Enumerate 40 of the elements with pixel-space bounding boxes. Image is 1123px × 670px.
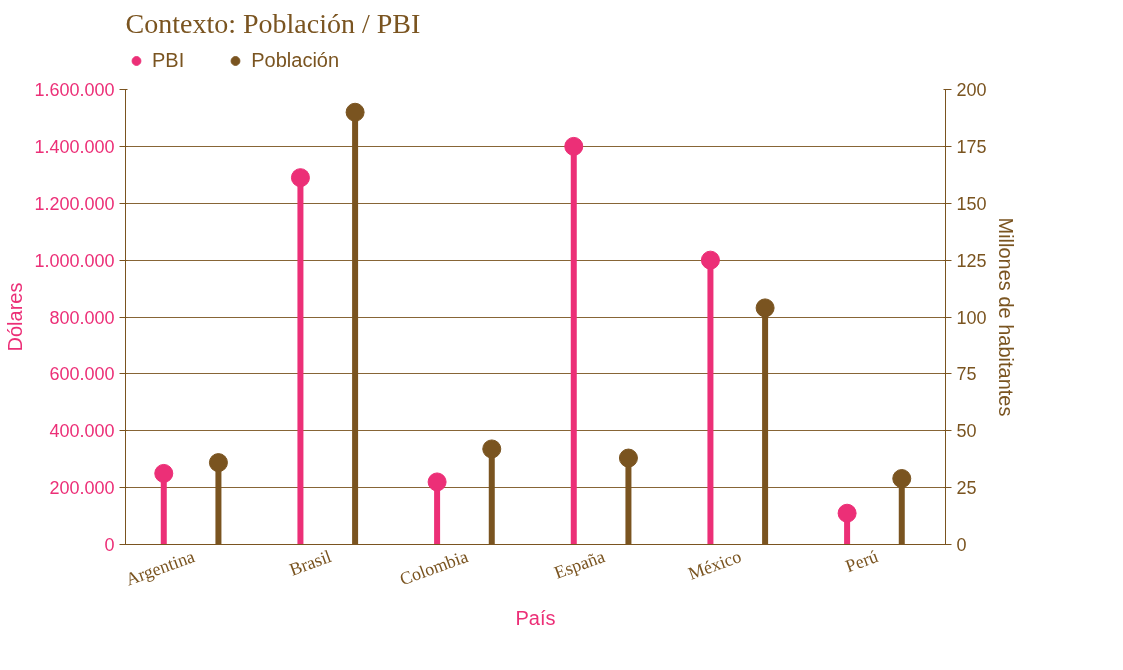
point xyxy=(482,439,502,459)
point xyxy=(700,250,720,270)
point xyxy=(208,453,228,473)
y-tick-label: 200.000 xyxy=(49,478,115,499)
y-tick-label: 1.600.000 xyxy=(34,80,115,100)
y-tick-label: 800.000 xyxy=(49,307,115,328)
x-axis-title: País xyxy=(515,606,556,629)
legend-label: Población xyxy=(251,48,340,72)
y-tick-label: 0 xyxy=(104,535,115,555)
y2-tick-label: 125 xyxy=(956,250,987,271)
point xyxy=(618,448,638,468)
point xyxy=(837,503,857,523)
y2-tick-label: 100 xyxy=(956,307,987,328)
y2-tick-label: 150 xyxy=(956,193,987,214)
y-tick-label: 400.000 xyxy=(49,421,115,442)
point xyxy=(345,102,365,122)
y2-axis-title: Millones de habitantes xyxy=(994,217,1017,417)
chart-title: Contexto: Población / PBI xyxy=(125,7,421,39)
y2-tick-label: 200 xyxy=(956,80,987,100)
legend-label: PBI xyxy=(152,48,185,72)
y-axis-title: Dólares xyxy=(4,282,27,352)
x-tick-label: Perú xyxy=(842,546,881,577)
point xyxy=(154,463,174,483)
y2-tick-label: 50 xyxy=(956,421,977,442)
y2-tick-label: 175 xyxy=(956,136,987,157)
y2-tick-label: 25 xyxy=(956,478,977,499)
y-tick-label: 600.000 xyxy=(49,364,115,385)
x-tick-label: España xyxy=(551,546,608,583)
y-tick-label: 1.000.000 xyxy=(34,250,115,271)
y-tick-label: 1.400.000 xyxy=(34,136,115,157)
point xyxy=(564,136,584,156)
point xyxy=(427,472,447,492)
y2-tick-label: 0 xyxy=(956,535,967,555)
point xyxy=(290,168,310,188)
y2-tick-label: 75 xyxy=(956,364,977,385)
x-tick-label: México xyxy=(685,546,744,584)
point xyxy=(892,469,912,489)
point xyxy=(755,298,775,318)
y-tick-label: 1.200.000 xyxy=(34,193,115,214)
x-tick-label: Brasil xyxy=(286,546,334,580)
